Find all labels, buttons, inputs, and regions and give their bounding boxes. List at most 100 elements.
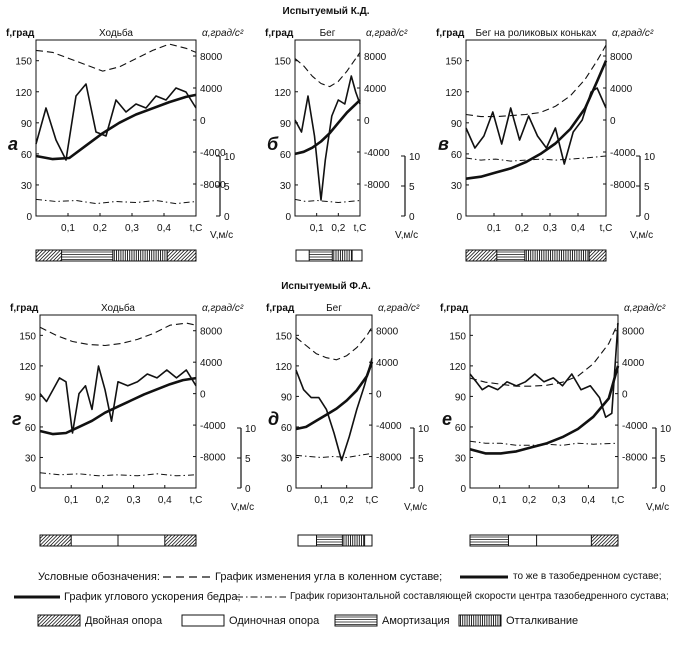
y-right-tick: -4000 — [200, 421, 226, 432]
legend-cushioning-label: Амортизация — [382, 615, 450, 627]
knee-angle-line — [296, 327, 372, 360]
x-tick: 0,2 — [522, 495, 536, 506]
speed-tick: 5 — [409, 182, 415, 193]
plot-frame — [470, 315, 618, 488]
x-tick: 0,2 — [95, 495, 109, 506]
speed-tick: 0 — [418, 484, 424, 495]
x-tick: 0,4 — [157, 223, 171, 234]
y-left-tick: 0 — [285, 212, 291, 223]
x-tick: 0,1 — [487, 223, 501, 234]
legend-double-support-swatch — [38, 615, 80, 626]
y-right-tick: 0 — [622, 390, 628, 401]
knee-angle-line — [36, 44, 196, 71]
speed-tick: 10 — [224, 152, 236, 163]
y-left-tick: 150 — [274, 57, 291, 68]
y-right-tick: 8000 — [364, 52, 387, 63]
hip-speed-line — [36, 199, 196, 203]
x-tick: 0,4 — [571, 223, 585, 234]
x-tick: 0,2 — [340, 495, 354, 506]
y-right-tick: 4000 — [610, 84, 633, 95]
panel-letter: д — [268, 409, 279, 429]
speed-label: V,м/с — [646, 502, 669, 513]
y-left-tick: 0 — [460, 484, 466, 495]
chart-panel-2: Бегf,град0306090120150α,град/с²-8000-400… — [265, 28, 421, 261]
x-tick: 0,3 — [125, 223, 139, 234]
speed-tick: 10 — [418, 424, 430, 435]
knee-angle-line — [40, 323, 196, 345]
y-left-tick: 120 — [445, 88, 462, 99]
legend-hip-label: то же в тазобедренном суставе; — [513, 571, 662, 583]
y-right-tick: -4000 — [364, 148, 390, 159]
panel-letter: г — [12, 409, 22, 429]
chart-title: Ходьба — [99, 27, 133, 39]
y-left-tick: 30 — [21, 181, 33, 192]
y-left-tick: 0 — [456, 212, 462, 223]
plot-frame — [40, 315, 196, 488]
speed-tick: 10 — [644, 152, 656, 163]
speed-label: V,м/с — [395, 230, 418, 241]
subject-title-kd: Испытуемый К.Д. — [283, 6, 370, 17]
x-tick: 0,4 — [581, 495, 595, 506]
knee-angle-line — [470, 323, 618, 386]
legend-speed-label: График горизонтальной составляющей скоро… — [290, 591, 669, 603]
speed-tick: 5 — [644, 182, 650, 193]
y-right-tick: 0 — [200, 390, 206, 401]
y-left-label: f,град — [266, 303, 295, 314]
speed-tick: 0 — [409, 212, 415, 223]
speed-tick: 10 — [245, 424, 257, 435]
y-left-label: f,град — [440, 303, 469, 314]
speed-tick: 0 — [224, 212, 230, 223]
subject-title-fa: Испытуемый Ф.А. — [281, 281, 371, 292]
hip-angle-line — [466, 61, 606, 179]
y-left-tick: 90 — [280, 119, 292, 130]
phase-bar — [466, 250, 606, 261]
speed-tick: 5 — [224, 182, 230, 193]
x-tick: t,С — [600, 223, 613, 234]
y-left-tick: 30 — [455, 453, 467, 464]
speed-label: V,м/с — [231, 502, 254, 513]
y-left-tick: 30 — [451, 181, 463, 192]
panel-letter: е — [442, 409, 452, 429]
y-left-label: f,град — [10, 303, 39, 314]
phase-bar — [40, 535, 196, 546]
y-left-tick: 60 — [280, 150, 292, 161]
panel-letter: в — [438, 134, 449, 154]
phase-bar — [298, 535, 372, 546]
hip-angle-line — [470, 366, 618, 454]
y-right-tick: 4000 — [200, 358, 223, 369]
y-left-tick: 150 — [19, 331, 36, 342]
phase-bar — [470, 535, 618, 546]
y-left-tick: 150 — [15, 57, 32, 68]
y-right-label: α,град/с² — [612, 28, 654, 39]
legend-double-support-label: Двойная опора — [85, 615, 162, 627]
y-right-tick: -8000 — [200, 453, 226, 464]
speed-tick: 0 — [660, 484, 666, 495]
x-tick: 0,1 — [61, 223, 75, 234]
y-right-tick: 4000 — [200, 84, 223, 95]
y-right-tick: 8000 — [200, 327, 223, 338]
speed-tick: 5 — [418, 454, 424, 465]
y-left-label: f,град — [436, 28, 465, 39]
x-tick: 0,2 — [515, 223, 529, 234]
y-left-tick: 0 — [26, 212, 32, 223]
y-left-tick: 0 — [286, 484, 292, 495]
x-tick: 0,3 — [552, 495, 566, 506]
legend-single-support-swatch — [182, 615, 224, 626]
speed-tick: 10 — [409, 152, 421, 163]
chart-title: Бег — [326, 303, 342, 314]
x-tick: t,С — [354, 223, 367, 234]
speed-label: V,м/с — [404, 502, 427, 513]
y-left-tick: 150 — [445, 57, 462, 68]
y-right-tick: 4000 — [376, 358, 399, 369]
hip-speed-line — [296, 453, 372, 457]
y-left-tick: 120 — [274, 88, 291, 99]
y-left-tick: 90 — [451, 119, 463, 130]
y-left-tick: 30 — [281, 453, 293, 464]
thigh-acceleration-line — [466, 88, 606, 164]
y-left-label: f,град — [6, 28, 35, 39]
y-left-tick: 120 — [275, 362, 292, 373]
y-right-tick: -4000 — [622, 421, 648, 432]
phase-bar — [36, 250, 196, 261]
legend-push-off-swatch — [459, 615, 501, 626]
legend-single-support-label: Одиночная опора — [229, 615, 319, 627]
